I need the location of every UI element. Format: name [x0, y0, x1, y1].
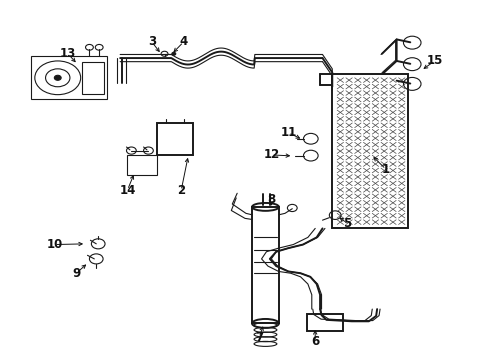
Text: 13: 13: [60, 47, 76, 60]
Circle shape: [54, 75, 61, 80]
Text: 1: 1: [381, 163, 389, 176]
Circle shape: [171, 52, 175, 55]
Bar: [306, 314, 343, 331]
Text: 8: 8: [266, 193, 275, 206]
Text: 7: 7: [255, 331, 263, 344]
Text: 2: 2: [177, 184, 185, 197]
Bar: [82, 62, 104, 94]
Text: 14: 14: [119, 184, 135, 197]
Text: 12: 12: [263, 148, 279, 161]
Text: 11: 11: [280, 126, 296, 139]
Text: 3: 3: [147, 35, 156, 49]
Text: 4: 4: [179, 35, 187, 49]
Text: 9: 9: [72, 267, 80, 280]
Bar: [127, 155, 157, 175]
Bar: [251, 207, 278, 323]
Bar: [31, 56, 106, 99]
Text: 5: 5: [342, 216, 350, 230]
Text: 10: 10: [46, 238, 62, 251]
Bar: [331, 74, 407, 228]
Bar: [157, 123, 193, 155]
Text: 15: 15: [426, 54, 442, 67]
Text: 6: 6: [310, 335, 319, 348]
